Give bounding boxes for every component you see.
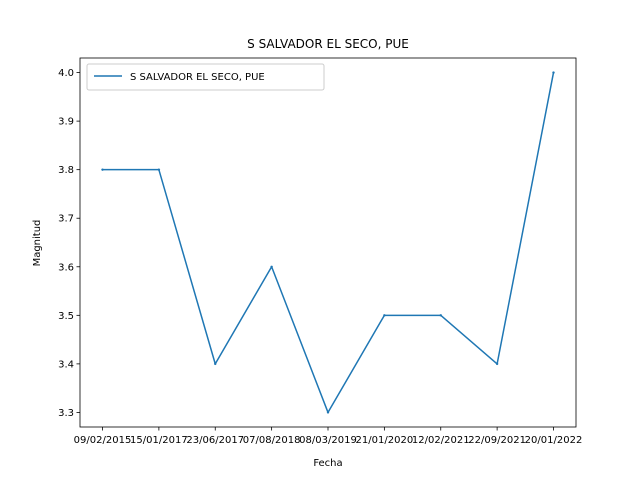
series-layer <box>101 71 555 414</box>
y-tick-label: 3.4 <box>58 359 74 370</box>
y-tick-label: 3.6 <box>58 262 74 273</box>
plot-frame <box>79 57 577 428</box>
x-axis-label: Fecha <box>313 458 342 469</box>
data-point <box>326 411 330 414</box>
data-point <box>383 314 386 317</box>
plot-area: 3.3 3.4 3.5 3.6 3.7 3.8 3.9 4.0 09/02/201515/01… <box>58 57 583 446</box>
series-line <box>102 72 555 414</box>
x-tick-label: 20/01/2022 <box>525 435 583 446</box>
y-tick-label: 3.3 <box>58 408 74 419</box>
legend: S SALVADOR EL SECO, PUE <box>86 63 325 91</box>
y-tick-label: 3.8 <box>58 165 74 176</box>
y-tick-label: 3.9 <box>58 117 74 128</box>
data-point <box>214 362 217 366</box>
data-point <box>157 168 161 171</box>
x-tick-label: 09/02/2015 <box>74 435 132 446</box>
data-point <box>495 362 499 366</box>
x-tick-label: 15/01/2017 <box>130 435 188 446</box>
x-tick-label: 23/06/2017 <box>186 435 244 446</box>
y-tick-label: 3.5 <box>58 311 74 322</box>
y-axis-label: Magnitud <box>32 220 43 267</box>
x-tick-label: 12/02/2021 <box>412 435 470 446</box>
chart-title: S SALVADOR EL SECO, PUE <box>247 37 409 51</box>
y-axis-ticks: 3.3 3.4 3.5 3.6 3.7 3.8 3.9 4.0 <box>58 68 80 419</box>
legend-box <box>86 63 325 91</box>
y-tick-label: 4.0 <box>58 68 74 79</box>
data-point <box>270 265 273 268</box>
y-tick-label: 3.7 <box>58 214 74 225</box>
legend-label: S SALVADOR EL SECO, PUE <box>130 72 265 83</box>
x-axis-ticks: 09/02/201515/01/201723/06/201707/08/2018… <box>74 427 583 446</box>
x-tick-label: 22/09/2021 <box>468 435 526 446</box>
x-tick-label: 07/08/2018 <box>243 435 301 446</box>
data-point <box>101 168 104 171</box>
x-tick-label: 08/03/2019 <box>299 435 357 446</box>
x-tick-label: 21/01/2020 <box>356 435 414 446</box>
data-point <box>552 71 555 74</box>
data-point <box>439 314 442 317</box>
